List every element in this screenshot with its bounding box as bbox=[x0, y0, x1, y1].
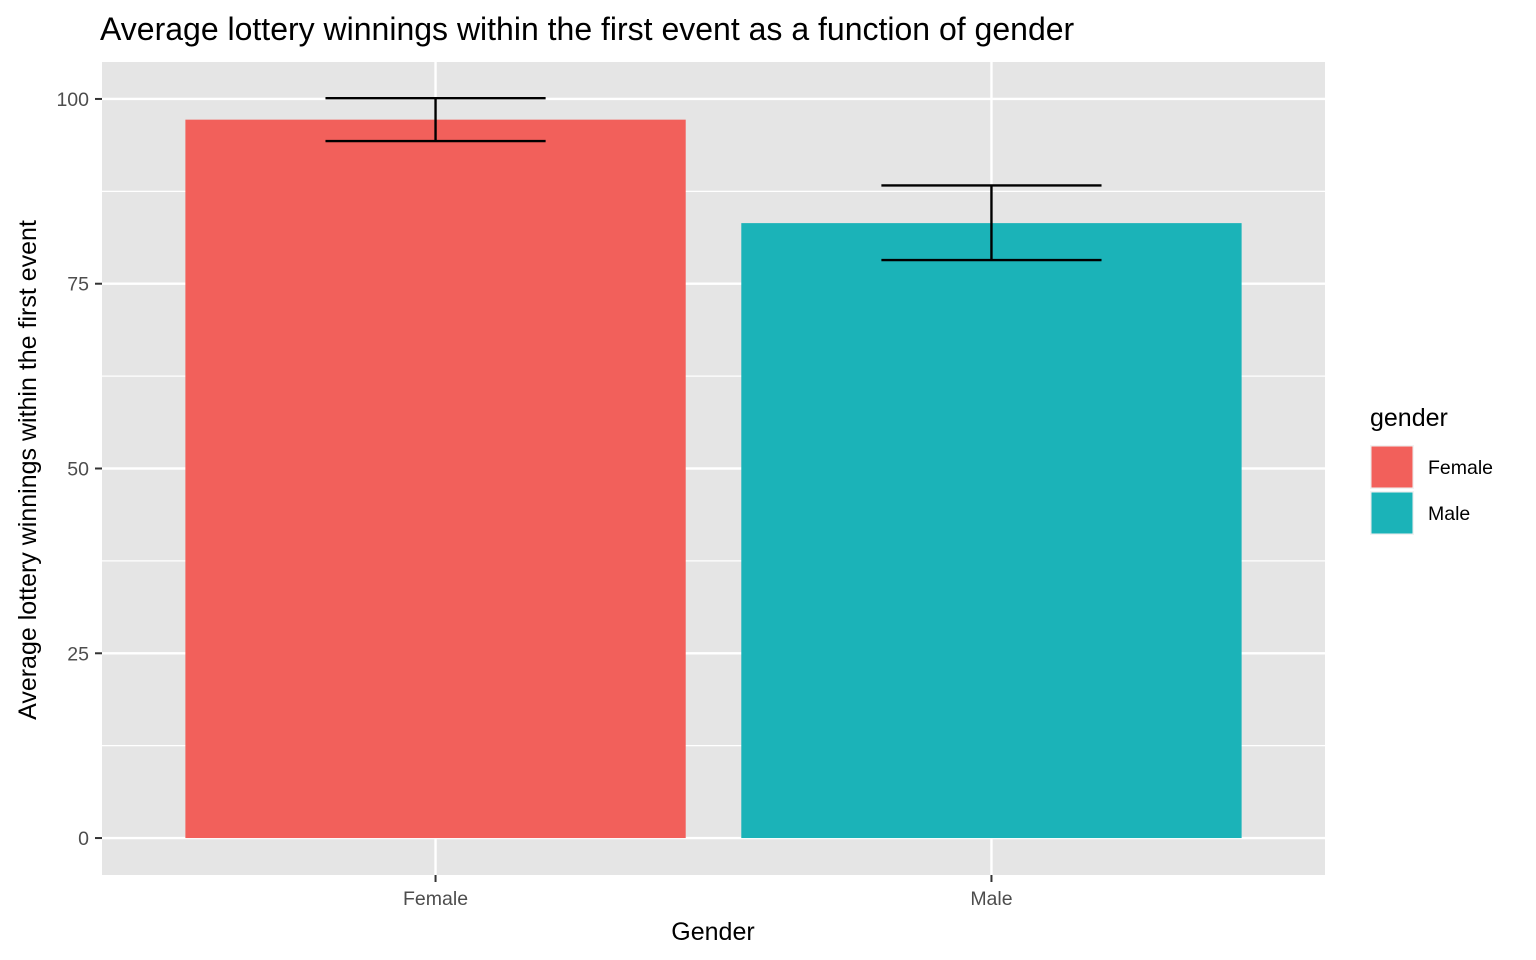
legend: gender Female Male bbox=[1370, 404, 1493, 535]
legend-label: Male bbox=[1428, 503, 1470, 525]
bar-female bbox=[185, 119, 686, 839]
x-tick-label: Female bbox=[403, 888, 468, 910]
y-tick-label: 100 bbox=[56, 89, 89, 111]
bar-male bbox=[741, 223, 1242, 839]
legend-item-female: Female bbox=[1370, 445, 1493, 489]
error-bar-female bbox=[325, 97, 546, 143]
legend-title: gender bbox=[1370, 404, 1448, 432]
error-bar-male bbox=[881, 184, 1102, 262]
x-axis: Female Male bbox=[403, 875, 1013, 910]
y-axis-title: Average lottery winnings within the firs… bbox=[14, 220, 42, 720]
y-tick-label: 25 bbox=[67, 643, 89, 665]
legend-item-male: Male bbox=[1370, 491, 1470, 535]
legend-label: Female bbox=[1428, 457, 1493, 479]
y-tick-label: 75 bbox=[67, 274, 89, 296]
y-axis: 0 25 50 75 100 bbox=[56, 89, 102, 850]
legend-key-swatch bbox=[1371, 446, 1413, 488]
error-bars bbox=[325, 97, 1102, 262]
x-axis-title: Gender bbox=[671, 918, 754, 946]
y-tick-label: 50 bbox=[67, 459, 89, 481]
y-tick-label: 0 bbox=[78, 828, 89, 850]
legend-key-swatch bbox=[1371, 492, 1413, 534]
x-tick-label: Male bbox=[970, 888, 1012, 910]
chart-title: Average lottery winnings within the firs… bbox=[100, 11, 1075, 47]
bars bbox=[185, 119, 1242, 839]
